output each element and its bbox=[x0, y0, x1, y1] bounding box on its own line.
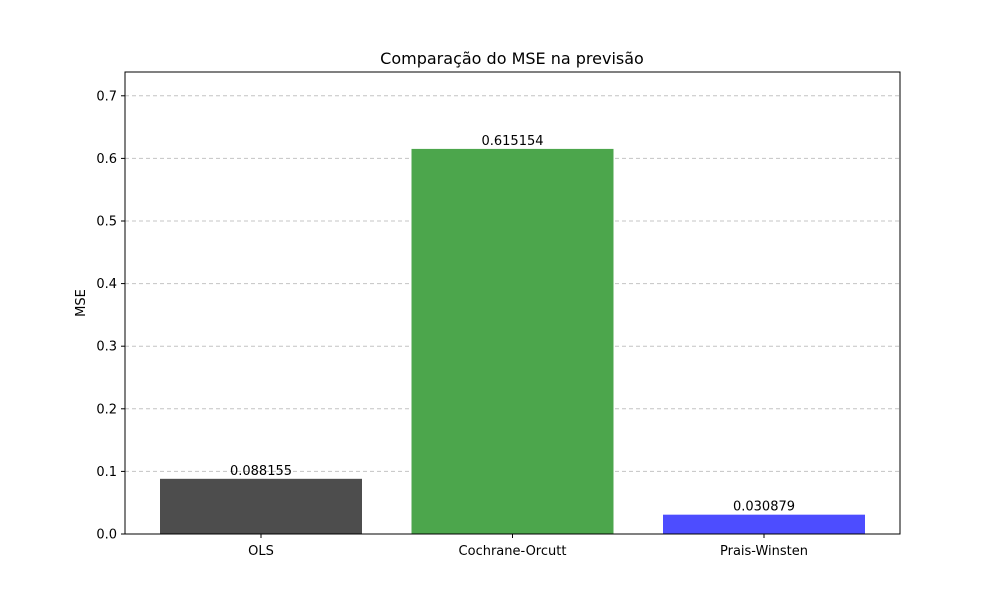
y-tick-label: 0.4 bbox=[96, 277, 117, 292]
y-tick-label: 0.0 bbox=[96, 528, 117, 543]
y-axis-ticks: 0.0 0.1 0.2 0.3 0.4 0.5 0.6 0.7 bbox=[96, 89, 125, 543]
y-tick-label: 0.7 bbox=[96, 89, 117, 104]
bar-value-label: 0.615154 bbox=[481, 134, 543, 149]
bar-value-label: 0.030879 bbox=[733, 500, 795, 515]
x-axis-ticks: OLS Cochrane-Orcutt Prais-Winsten bbox=[248, 534, 808, 559]
x-tick-label: Prais-Winsten bbox=[720, 544, 808, 559]
y-tick-label: 0.3 bbox=[96, 340, 117, 355]
y-tick-label: 0.1 bbox=[96, 465, 117, 480]
bar-value-labels: 0.088155 0.615154 0.030879 bbox=[230, 134, 795, 515]
bar bbox=[160, 478, 362, 534]
x-tick-label: Cochrane-Orcutt bbox=[459, 544, 567, 559]
bar-value-label: 0.088155 bbox=[230, 464, 292, 479]
y-tick-label: 0.6 bbox=[96, 152, 117, 167]
x-tick-label: OLS bbox=[248, 544, 274, 559]
y-axis-label: MSE bbox=[74, 289, 89, 317]
bars bbox=[160, 148, 865, 534]
y-tick-label: 0.2 bbox=[96, 402, 117, 417]
bar bbox=[411, 148, 614, 534]
chart-title: Comparação do MSE na previsão bbox=[380, 49, 644, 68]
y-tick-label: 0.5 bbox=[96, 214, 117, 229]
bar bbox=[663, 514, 865, 534]
